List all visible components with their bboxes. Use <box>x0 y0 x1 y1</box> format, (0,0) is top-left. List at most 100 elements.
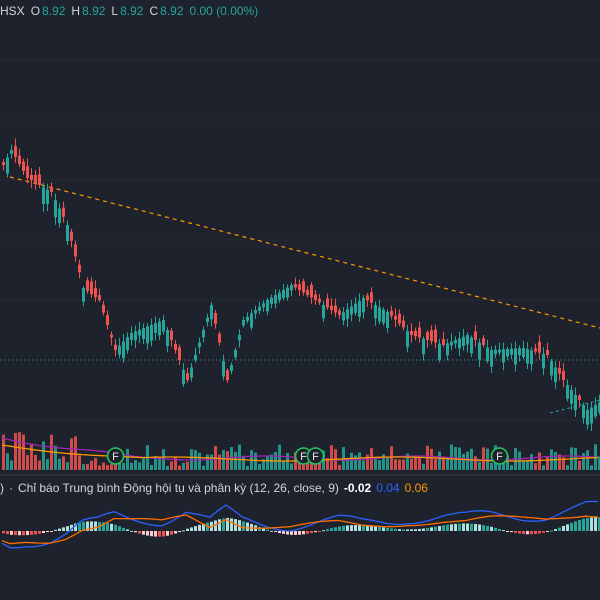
candle-body[interactable] <box>318 298 321 303</box>
candle-body[interactable] <box>78 264 81 273</box>
candle-body[interactable] <box>102 304 105 313</box>
candle-body[interactable] <box>422 338 425 355</box>
candle-body[interactable] <box>30 175 33 181</box>
candle-body[interactable] <box>398 313 401 324</box>
candle-body[interactable] <box>538 341 541 353</box>
candle-body[interactable] <box>126 337 129 351</box>
candle-body[interactable] <box>562 370 565 380</box>
candle-body[interactable] <box>2 162 5 165</box>
candle-body[interactable] <box>426 332 429 340</box>
candle-body[interactable] <box>166 330 169 347</box>
candle-body[interactable] <box>46 189 49 205</box>
candle-body[interactable] <box>154 323 157 333</box>
candle-body[interactable] <box>478 342 481 360</box>
candle-body[interactable] <box>330 305 333 310</box>
pane-separator[interactable] <box>0 474 600 476</box>
candle-body[interactable] <box>582 405 585 419</box>
candle-body[interactable] <box>262 303 265 308</box>
candle-body[interactable] <box>366 295 369 301</box>
candle-body[interactable] <box>26 166 29 178</box>
candle-body[interactable] <box>450 341 453 346</box>
candle-body[interactable] <box>566 385 569 399</box>
candle-body[interactable] <box>238 335 241 341</box>
candle-body[interactable] <box>130 333 133 340</box>
candle-body[interactable] <box>354 303 357 313</box>
candle-body[interactable] <box>118 345 121 355</box>
candle-body[interactable] <box>482 338 485 345</box>
candle-body[interactable] <box>234 350 237 358</box>
candle-body[interactable] <box>282 290 285 299</box>
candle-body[interactable] <box>546 349 549 355</box>
candle-body[interactable] <box>302 281 305 293</box>
candle-body[interactable] <box>326 298 329 308</box>
candle-body[interactable] <box>558 368 561 374</box>
candle-body[interactable] <box>6 157 9 174</box>
candle-body[interactable] <box>298 284 301 290</box>
candle-body[interactable] <box>254 310 257 314</box>
trend-line[interactable] <box>9 176 600 329</box>
candle-body[interactable] <box>158 321 161 336</box>
candle-body[interactable] <box>350 306 353 315</box>
candle-body[interactable] <box>66 225 69 241</box>
candle-body[interactable] <box>490 350 493 367</box>
candle-body[interactable] <box>270 297 273 304</box>
candle-body[interactable] <box>382 309 385 324</box>
candle-body[interactable] <box>34 175 37 183</box>
candle-body[interactable] <box>294 284 297 288</box>
candle-body[interactable] <box>534 348 537 352</box>
candle-body[interactable] <box>462 336 465 347</box>
candle-body[interactable] <box>246 316 249 321</box>
candle-body[interactable] <box>110 334 113 338</box>
candle-body[interactable] <box>306 289 309 295</box>
candle-body[interactable] <box>10 150 13 154</box>
candle-body[interactable] <box>342 312 345 321</box>
candle-body[interactable] <box>494 349 497 355</box>
candle-body[interactable] <box>50 186 53 192</box>
candle-body[interactable] <box>454 340 457 344</box>
candle-body[interactable] <box>370 292 373 303</box>
candle-body[interactable] <box>170 330 173 340</box>
candle-body[interactable] <box>310 284 313 298</box>
candle-body[interactable] <box>146 326 149 344</box>
candle-body[interactable] <box>58 208 61 223</box>
candle-body[interactable] <box>278 292 281 301</box>
candle-body[interactable] <box>202 330 205 338</box>
candle-body[interactable] <box>114 344 117 350</box>
candle-body[interactable] <box>466 335 469 345</box>
candle-body[interactable] <box>374 305 377 319</box>
candle-body[interactable] <box>94 288 97 297</box>
candle-body[interactable] <box>346 309 349 320</box>
candle-body[interactable] <box>594 405 597 417</box>
candle-body[interactable] <box>230 365 233 372</box>
candle-body[interactable] <box>502 349 505 363</box>
candle-body[interactable] <box>178 347 181 360</box>
candle-body[interactable] <box>266 300 269 312</box>
candle-body[interactable] <box>190 367 193 378</box>
candle-body[interactable] <box>434 329 437 343</box>
candle-body[interactable] <box>530 350 533 365</box>
candle-body[interactable] <box>470 337 473 354</box>
candle-body[interactable] <box>70 231 73 241</box>
candle-body[interactable] <box>86 280 89 291</box>
candle-body[interactable] <box>378 307 381 322</box>
candle-body[interactable] <box>54 200 57 218</box>
event-marker-f[interactable]: F <box>490 447 509 465</box>
candle-body[interactable] <box>390 310 393 316</box>
candle-body[interactable] <box>150 324 153 341</box>
candle-body[interactable] <box>138 329 141 336</box>
candle-body[interactable] <box>550 361 553 376</box>
event-marker-f[interactable]: F <box>306 447 325 465</box>
candle-body[interactable] <box>98 295 101 300</box>
candle-body[interactable] <box>430 330 433 342</box>
candle-body[interactable] <box>194 355 197 360</box>
candle-body[interactable] <box>358 300 361 317</box>
candle-body[interactable] <box>518 348 521 356</box>
candle-body[interactable] <box>574 395 577 411</box>
candle-body[interactable] <box>214 312 217 324</box>
candle-body[interactable] <box>74 244 77 257</box>
candle-body[interactable] <box>206 317 209 323</box>
macd-pane[interactable] <box>0 476 600 600</box>
candle-body[interactable] <box>386 312 389 328</box>
